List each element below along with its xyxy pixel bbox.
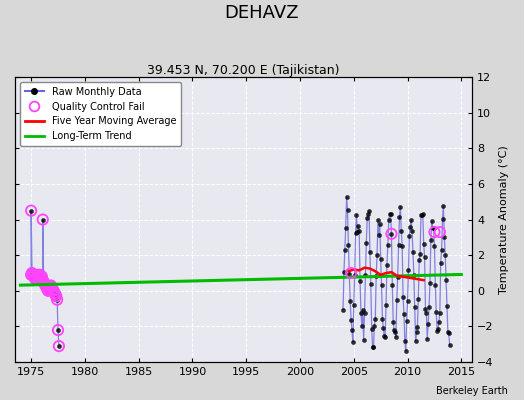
Point bbox=[37, 275, 45, 282]
Point bbox=[54, 343, 63, 349]
Point bbox=[28, 270, 36, 276]
Point bbox=[27, 272, 35, 278]
Point bbox=[52, 293, 60, 300]
Point bbox=[45, 286, 53, 292]
Point bbox=[42, 284, 50, 290]
Point bbox=[27, 208, 35, 214]
Point bbox=[41, 282, 50, 289]
Point bbox=[46, 284, 54, 290]
Point bbox=[430, 229, 439, 235]
Point bbox=[54, 327, 62, 333]
Point bbox=[34, 272, 42, 278]
Legend: Raw Monthly Data, Quality Control Fail, Five Year Moving Average, Long-Term Tren: Raw Monthly Data, Quality Control Fail, … bbox=[20, 82, 181, 146]
Point bbox=[43, 286, 51, 292]
Title: 39.453 N, 70.200 E (Tajikistan): 39.453 N, 70.200 E (Tajikistan) bbox=[147, 64, 340, 77]
Point bbox=[53, 296, 61, 303]
Point bbox=[39, 279, 48, 285]
Point bbox=[31, 275, 40, 282]
Point bbox=[435, 229, 444, 235]
Point bbox=[35, 273, 43, 280]
Point bbox=[44, 288, 52, 294]
Y-axis label: Temperature Anomaly (°C): Temperature Anomaly (°C) bbox=[499, 145, 509, 294]
Point bbox=[51, 291, 60, 298]
Point bbox=[47, 282, 55, 289]
Point bbox=[39, 277, 47, 283]
Point bbox=[347, 270, 355, 276]
Point bbox=[38, 273, 46, 280]
Point bbox=[36, 272, 45, 278]
Point bbox=[49, 288, 58, 294]
Point bbox=[50, 290, 59, 296]
Point bbox=[32, 273, 41, 280]
Text: DEHAVZ: DEHAVZ bbox=[225, 4, 299, 22]
Point bbox=[40, 280, 49, 287]
Point bbox=[30, 275, 39, 282]
Point bbox=[39, 216, 47, 223]
Point bbox=[48, 286, 57, 292]
Point bbox=[30, 273, 38, 280]
Point bbox=[33, 273, 41, 280]
Point bbox=[29, 272, 37, 278]
Point bbox=[387, 231, 396, 237]
Point bbox=[48, 284, 56, 290]
Text: Berkeley Earth: Berkeley Earth bbox=[436, 386, 508, 396]
